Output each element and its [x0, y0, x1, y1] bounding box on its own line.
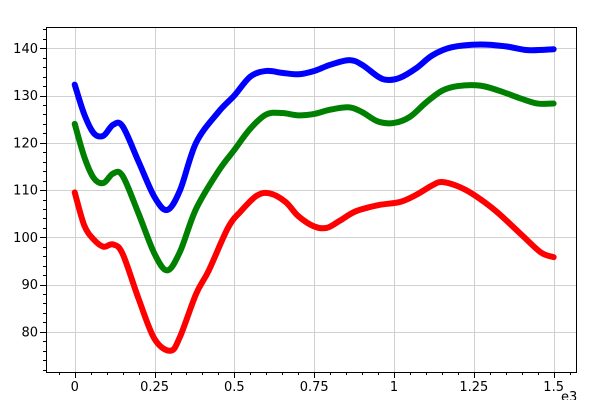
plot-frame — [46, 27, 577, 373]
y-tick-label: 130 — [13, 89, 38, 104]
y-tick-label: 140 — [13, 42, 38, 57]
x-tick-label: 1.25 — [459, 380, 488, 395]
y-tick-label: 90 — [21, 278, 38, 293]
series-line-2 — [71, 82, 557, 274]
series-line-3 — [71, 179, 557, 354]
x-tick-label: 1 — [390, 380, 398, 395]
x-scale-note: e3 — [561, 390, 577, 400]
y-tick-label: 110 — [13, 184, 38, 199]
x-tick-label: 0 — [71, 380, 79, 395]
axes: 0 0.25 0.5 0.75 1 1.25 1.5 80 90 100 110 120 130 140 — [13, 29, 571, 395]
y-tick-label: 80 — [21, 325, 38, 340]
x-tick-label: 0.25 — [140, 380, 169, 395]
y-tick-label: 100 — [13, 231, 38, 246]
series-group — [71, 41, 557, 354]
grid — [46, 27, 576, 372]
series-line-1 — [71, 41, 557, 214]
y-tick-label: 120 — [13, 136, 38, 151]
x-tick-label: 1.5 — [543, 380, 564, 395]
x-tick-label: 0.75 — [300, 380, 329, 395]
x-tick-label: 0.5 — [224, 380, 245, 395]
